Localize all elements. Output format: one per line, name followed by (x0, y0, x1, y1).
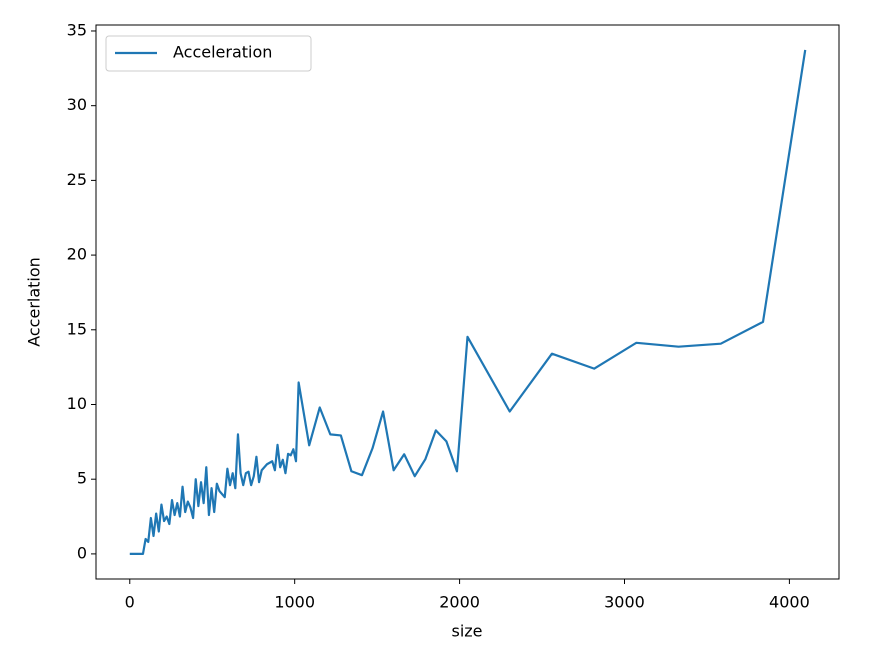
y-tick-label: 30 (67, 95, 87, 114)
y-tick-label: 35 (67, 20, 87, 39)
y-tick-label: 0 (77, 543, 87, 562)
y-tick-label: 25 (67, 170, 87, 189)
x-tick-label: 0 (125, 593, 135, 612)
x-tick-label: 3000 (604, 593, 645, 612)
y-tick-label: 5 (77, 469, 87, 488)
data-line (129, 49, 807, 555)
y-axis-label: Accerlation (25, 257, 44, 347)
y-tick-label: 20 (67, 245, 87, 264)
x-axis-label: size (451, 622, 482, 641)
x-tick-label: 4000 (769, 593, 810, 612)
y-tick-label: 15 (67, 319, 87, 338)
x-tick-label: 2000 (439, 593, 480, 612)
x-tick-label: 1000 (274, 593, 315, 612)
y-tick-label: 10 (67, 394, 87, 413)
legend-label: Acceleration (173, 43, 272, 62)
plot-frame (95, 24, 840, 580)
legend-box (105, 35, 312, 72)
